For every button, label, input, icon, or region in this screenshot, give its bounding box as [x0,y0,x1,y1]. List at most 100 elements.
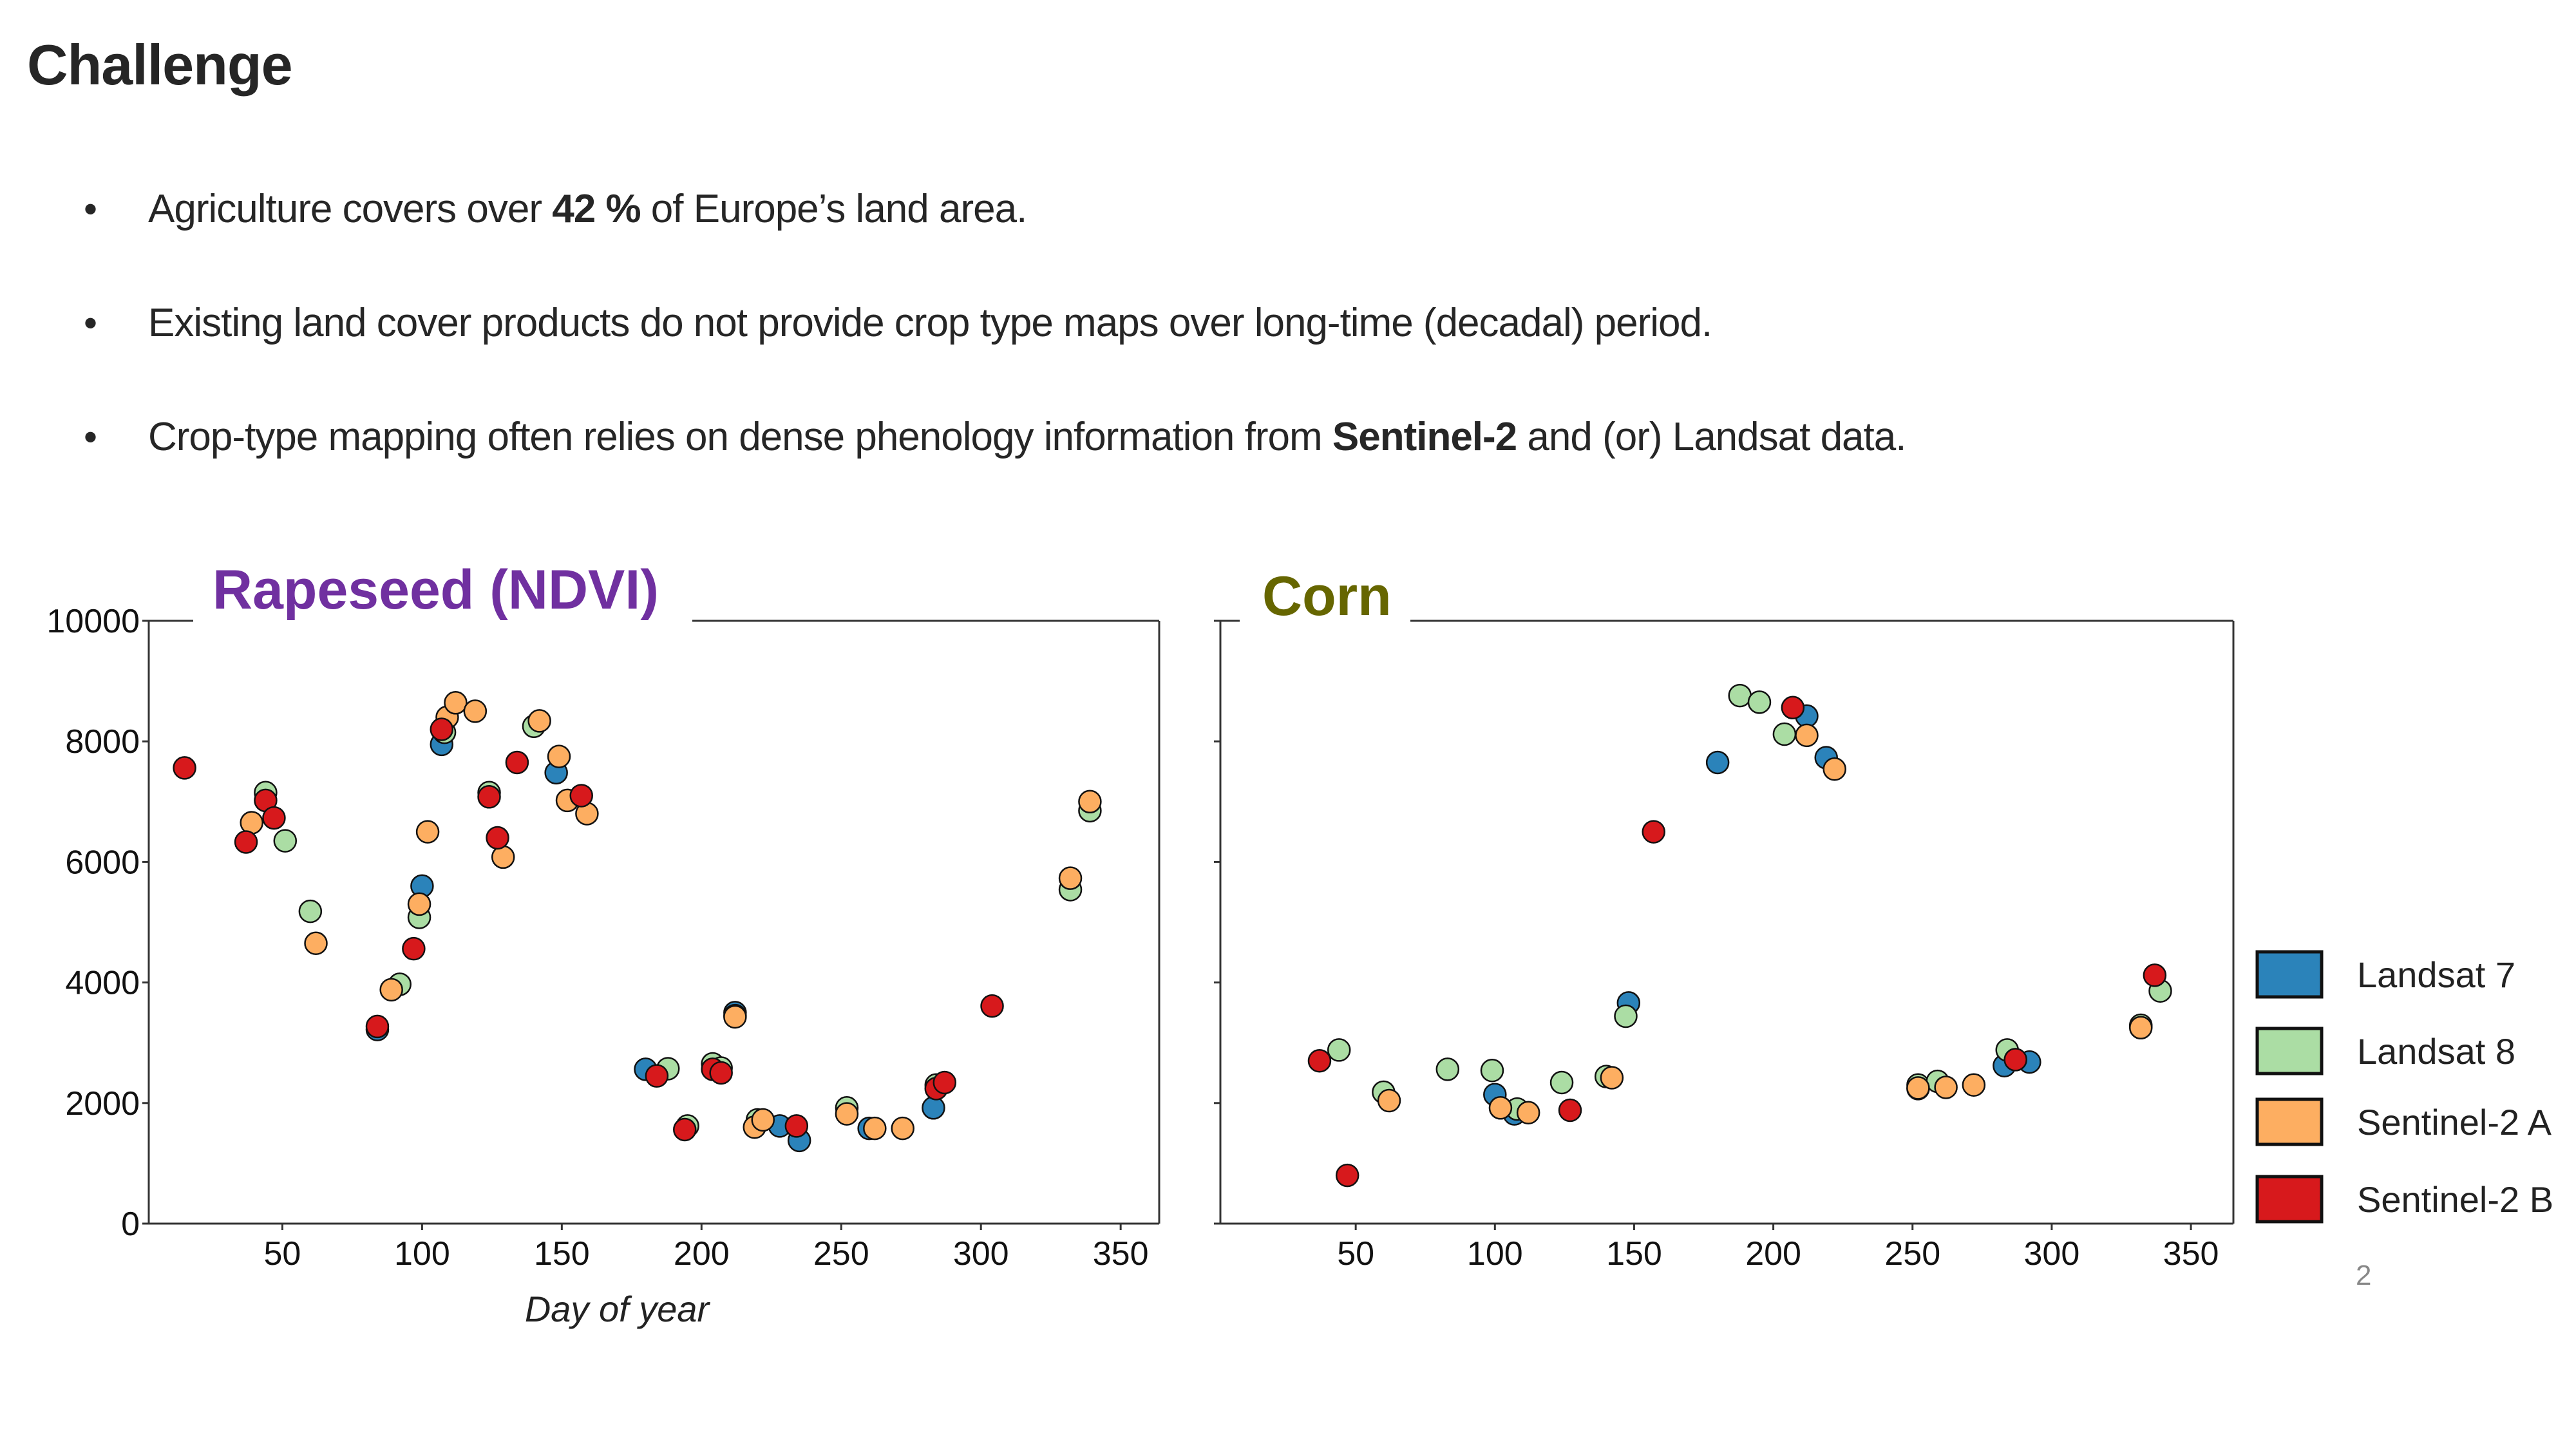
slide-title: Challenge [27,33,293,97]
data-point [430,717,454,741]
series-landsat-7 [1483,704,2153,1126]
data-point [1377,1088,1401,1113]
data-point [980,994,1004,1018]
data-point [304,931,328,956]
bullet-item: • Crop-type mapping often relies on dens… [84,405,1906,519]
data-point [1747,690,1772,714]
series-sentinel-2-a [1377,723,2153,1125]
data-point [527,709,551,733]
data-point [1435,1057,1460,1081]
data-point [1906,1076,1930,1100]
data-point [645,1064,669,1088]
legend-swatch [2255,1097,2324,1146]
data-point [2003,1048,2027,1072]
data-point [751,1108,775,1132]
legend-label: Landsat 8 [2357,1031,2515,1072]
data-point [1307,1049,1332,1073]
data-point [569,784,593,808]
data-point [835,1102,859,1126]
data-point [1327,1038,1351,1062]
data-point [407,892,431,916]
data-point [463,699,488,723]
legend-swatch [2255,1175,2324,1224]
data-point [2128,1016,2153,1040]
data-point [2143,963,2167,987]
data-point [415,820,440,844]
series-sentinel-2-b [1307,696,2167,1188]
x-tick-label: 50 [264,1235,301,1273]
bullet-text-bold: 42 % [552,187,641,231]
bullet-text: of Europe’s land area. [640,187,1028,231]
chart-rapeseed: 0 2000 4000 6000 8000 10000 50 100 150 200 250 300 3… [46,559,1160,1329]
y-tick-label: 10000 [46,603,140,640]
y-tick-label: 4000 [65,965,140,1002]
bullet-text: Crop-type mapping often relies on dense … [148,415,1332,459]
x-tick-label: 100 [394,1235,450,1273]
data-point [298,899,323,923]
x-tick-label: 300 [953,1235,1009,1273]
series-landsat-8 [254,714,1102,1138]
data-point [240,811,263,835]
y-tick-label: 0 [121,1206,140,1243]
data-point [784,1114,809,1138]
x-tick-label: 150 [534,1235,590,1273]
data-point [262,806,286,830]
data-point [1614,1004,1638,1028]
y-tick-label: 8000 [65,723,140,761]
bullet-icon: • [84,301,97,345]
data-point [365,1014,390,1039]
x-tick-label: 250 [1884,1235,1940,1273]
data-point [505,750,529,775]
x-tick-label: 250 [813,1235,869,1273]
data-point [547,744,571,768]
data-point [1772,722,1797,746]
bullet-text: Existing land cover products do not prov… [148,301,1712,345]
page-number: 2 [2356,1260,2371,1291]
bullet-icon: • [84,187,97,231]
data-point [1795,723,1819,748]
data-point [709,1061,733,1085]
data-point [1705,750,1730,775]
x-tick-label: 350 [2163,1235,2219,1273]
data-point [1962,1073,1986,1097]
data-point [486,826,509,850]
data-point [1934,1075,1958,1099]
x-tick-label: 50 [1337,1235,1374,1273]
series-landsat-7 [365,732,945,1153]
data-point [1558,1098,1582,1122]
data-point [491,845,515,869]
bullet-list: • Agriculture covers over 42 % of Europe… [84,177,1906,519]
data-point [1549,1070,1574,1095]
data-point [673,1117,697,1142]
bullet-text: and (or) Landsat data. [1517,415,1906,459]
data-point [1058,866,1083,890]
data-point [477,785,501,809]
data-point [891,1116,914,1141]
data-point [1078,790,1102,814]
bullet-text: Agriculture covers over [148,187,553,231]
data-point [863,1116,887,1141]
chart-title: Rapeseed (NDVI) [213,559,659,621]
y-tick-label: 2000 [65,1085,140,1122]
data-point [1516,1101,1540,1125]
series-sentinel-2-b [173,717,1004,1142]
x-tick-label: 350 [1093,1235,1149,1273]
bullet-item: • Existing land cover products do not pr… [84,291,1906,405]
data-point [234,830,258,854]
data-point [933,1070,957,1095]
chart-title: Corn [1262,565,1392,627]
data-point [402,936,426,961]
bullet-text-bold: Sentinel-2 [1332,415,1517,459]
data-point [173,756,196,780]
x-tick-label: 200 [674,1235,730,1273]
data-point [1335,1163,1359,1188]
bullet-item: • Agriculture covers over 42 % of Europe… [84,177,1906,291]
legend-label: Landsat 7 [2357,954,2515,995]
data-point [1728,683,1752,708]
data-point [1642,820,1665,844]
data-point [1488,1096,1513,1120]
series-landsat-8 [1327,683,2172,1121]
data-point [922,1096,945,1120]
y-tick-label: 6000 [65,844,140,881]
